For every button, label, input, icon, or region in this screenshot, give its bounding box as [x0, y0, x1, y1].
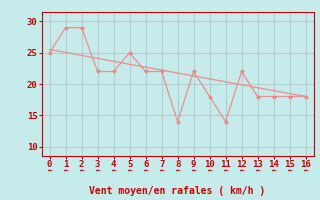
Text: ←: ← — [95, 166, 100, 176]
Text: ←: ← — [303, 166, 308, 176]
X-axis label: Vent moyen/en rafales ( km/h ): Vent moyen/en rafales ( km/h ) — [90, 186, 266, 196]
Text: ←: ← — [239, 166, 244, 176]
Text: ←: ← — [255, 166, 260, 176]
Text: ←: ← — [223, 166, 228, 176]
Text: ←: ← — [79, 166, 84, 176]
Text: ←: ← — [127, 166, 132, 176]
Text: ←: ← — [63, 166, 68, 176]
Text: ←: ← — [271, 166, 276, 176]
Text: ←: ← — [143, 166, 148, 176]
Text: ←: ← — [207, 166, 212, 176]
Text: ←: ← — [47, 166, 52, 176]
Text: ←: ← — [111, 166, 116, 176]
Text: ←: ← — [175, 166, 180, 176]
Text: ←: ← — [159, 166, 164, 176]
Text: ←: ← — [287, 166, 292, 176]
Text: ←: ← — [191, 166, 196, 176]
